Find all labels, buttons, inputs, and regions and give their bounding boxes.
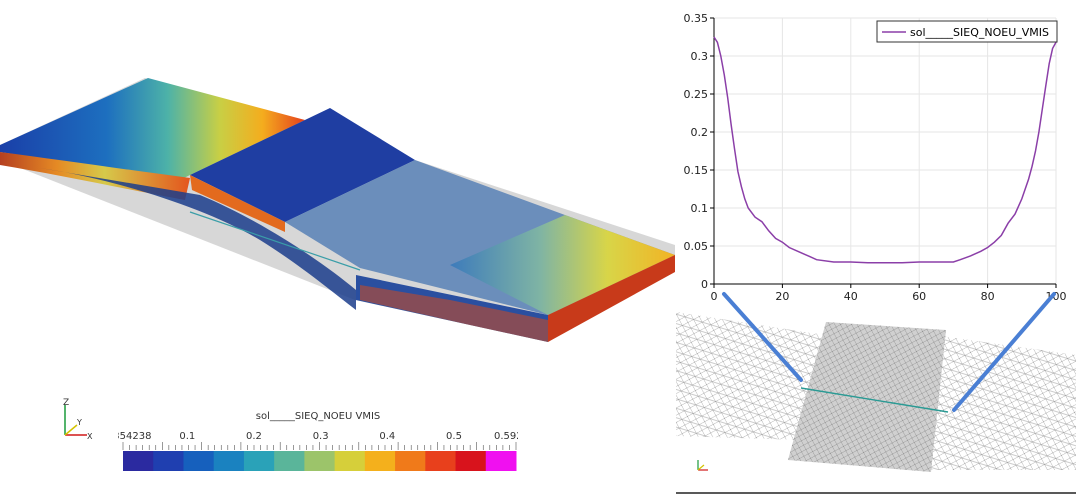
right-plate-end-side xyxy=(548,255,675,342)
color-legend-tick-label: 0.1 xyxy=(179,431,195,442)
plot-y-ticks: 0 0.05 0.1 0.15 0.2 0.25 0.3 0.35 xyxy=(684,12,714,291)
plot-x-tick-label: 20 xyxy=(775,290,789,300)
plot-y-tick-label: 0.35 xyxy=(684,12,709,25)
mesh-extraction-line xyxy=(800,387,949,413)
center-plate-front xyxy=(190,175,285,232)
center-plate-block xyxy=(190,108,415,222)
plot-y-tick-label: 0.15 xyxy=(684,164,709,177)
color-legend-swatch xyxy=(153,451,184,471)
plot-y-tick-label: 0 xyxy=(701,278,708,291)
3d-render-view[interactable] xyxy=(0,0,676,495)
color-legend-swatch xyxy=(364,451,396,471)
right-plate-end xyxy=(450,215,675,315)
axis-z-label: Z xyxy=(63,398,69,408)
color-legend-swatch xyxy=(425,451,457,471)
color-legend-tick-label: 0.3 xyxy=(313,431,329,442)
right-plate-edge-hot xyxy=(360,285,548,342)
plot-x-tick-label: 60 xyxy=(912,290,926,300)
mesh-plate-right xyxy=(931,336,1076,470)
axis-y-label: Y xyxy=(76,418,82,427)
connector-arrow-left xyxy=(722,292,803,382)
legend-series-name: sol_____SIEQ_NOEU_VMIS xyxy=(910,26,1049,39)
plot-y-tick-label: 0.3 xyxy=(691,50,709,63)
plot-x-tick-label: 0 xyxy=(711,290,718,300)
mesh-axes-triad xyxy=(697,460,708,471)
color-legend-tick-label: 0.4 xyxy=(379,431,395,442)
color-legend-bar xyxy=(123,451,517,471)
color-legend-swatch xyxy=(274,451,305,471)
color-legend-tick-label: 0.2 xyxy=(246,431,262,442)
mesh-preview-view[interactable] xyxy=(676,300,1076,495)
color-legend-swatch xyxy=(455,451,487,471)
color-legend-swatch xyxy=(183,451,215,471)
plot-x-tick-label: 80 xyxy=(981,290,995,300)
mesh-plate-left xyxy=(676,312,831,440)
color-legend-swatch xyxy=(395,451,426,471)
color-legend-swatch xyxy=(334,451,366,471)
color-legend-swatch xyxy=(213,451,245,471)
connector-arrow-right xyxy=(952,292,1056,412)
plot-y-tick-label: 0.2 xyxy=(691,126,709,139)
color-legend-tick-labels: 0.1 0.2 0.3 0.4 0.5 xyxy=(179,431,462,442)
color-legend-title: sol_____SIEQ_NOEU VMIS xyxy=(256,411,381,422)
plot-x-tick-label: 100 xyxy=(1046,290,1067,300)
left-plate-top xyxy=(0,78,305,180)
color-legend-max: 0.592999 xyxy=(494,431,518,442)
line-plot[interactable]: 0 20 40 60 80 100 00.050.10.150.20.250.30.35 … xyxy=(676,0,1076,300)
mesh-plate-center xyxy=(788,322,946,472)
left-plate-underside xyxy=(40,168,356,310)
color-legend-tick-label: 0.5 xyxy=(446,431,462,442)
plot-series-line xyxy=(713,36,1057,264)
color-legend-swatch xyxy=(123,451,154,471)
color-legend: sol_____SIEQ_NOEU VMIS 0.00354238 0.5929… xyxy=(118,411,518,471)
color-legend-min: 0.00354238 xyxy=(118,431,151,442)
color-legend-swatch xyxy=(485,451,517,471)
extraction-line xyxy=(189,211,361,271)
axes-triad: Z Y X xyxy=(63,398,93,441)
plot-series-layer xyxy=(713,36,1057,264)
color-legend-ticks xyxy=(122,442,517,450)
plot-y-tick-label: 0.1 xyxy=(691,202,709,215)
color-legend-swatch xyxy=(304,451,336,471)
plot-legend[interactable]: sol_____SIEQ_NOEU_VMIS xyxy=(876,20,1058,43)
plot-x-tick-label: 40 xyxy=(844,290,858,300)
connector-arrows xyxy=(722,292,1056,412)
axis-x-label: X xyxy=(87,432,93,441)
plot-y-tick-label: 0.25 xyxy=(684,88,709,101)
plot-x-ticks: 0 20 40 60 80 100 xyxy=(711,284,1067,300)
plot-grid xyxy=(713,17,1057,285)
plot-y-tick-label: 0.05 xyxy=(684,240,709,253)
color-legend-swatch xyxy=(243,451,275,471)
